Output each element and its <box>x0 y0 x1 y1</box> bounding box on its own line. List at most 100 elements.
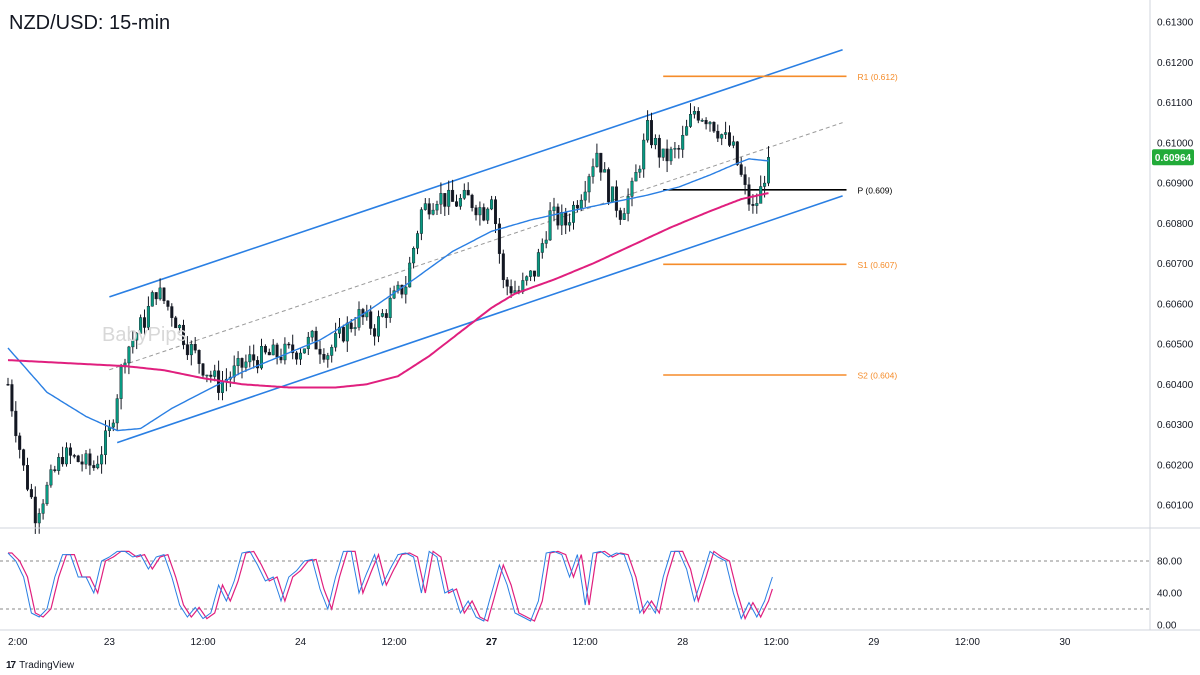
candle-body <box>466 189 470 196</box>
candle-body <box>295 352 299 360</box>
candle-body <box>53 469 57 471</box>
y-tick-label: 0.60500 <box>1157 340 1194 351</box>
pivot-label: S2 (0.604) <box>858 370 898 380</box>
chart-axes: 0.60100 0.60200 0.60300 0.60400 0.60500 0.606… <box>0 0 1200 648</box>
candle-body <box>232 365 236 378</box>
candle-body <box>669 148 673 162</box>
candle-body <box>724 132 728 135</box>
candle-body <box>353 327 357 330</box>
candle-body <box>611 186 615 202</box>
candle-body <box>470 194 474 208</box>
x-tick-label: 28 <box>677 637 689 648</box>
candle-body <box>685 126 689 136</box>
candle-body <box>767 157 771 184</box>
candle-body <box>135 333 139 341</box>
candle-body <box>618 210 622 220</box>
candle-body <box>84 453 88 465</box>
candle-body <box>529 270 533 277</box>
candle-body <box>302 348 306 354</box>
candle-body <box>607 169 611 202</box>
candle-body <box>166 300 170 307</box>
channel-upper-line <box>109 49 843 298</box>
candle-body <box>544 239 548 244</box>
candle-body <box>201 363 205 376</box>
y-tick-label: 0.60100 <box>1157 501 1194 512</box>
y-tick-label: 0.60900 <box>1157 179 1194 190</box>
candle-body <box>427 203 431 215</box>
current-price-tag <box>1152 149 1194 166</box>
candle-body <box>267 351 271 356</box>
candle-body <box>739 164 743 175</box>
candle-body <box>763 182 767 187</box>
candle-body <box>591 166 595 177</box>
candle-body <box>751 204 755 206</box>
candle-body <box>131 339 135 348</box>
candle-body <box>603 169 607 173</box>
candle-body <box>263 346 267 353</box>
candle-body <box>88 453 92 466</box>
y-tick-label: 0.60400 <box>1157 380 1194 391</box>
candle-body <box>322 354 326 360</box>
candle-body <box>10 384 14 412</box>
sma-200-line <box>7 192 769 389</box>
candle-body <box>341 326 345 342</box>
candle-body <box>525 276 529 281</box>
current-price-label: 0.60964 <box>1155 153 1192 164</box>
candle-body <box>377 316 381 337</box>
x-tick-label: 23 <box>104 637 116 648</box>
candle-body <box>497 223 501 254</box>
candle-body <box>291 344 295 354</box>
chart-title: NZD/USD: 15-min <box>9 12 171 34</box>
candle-body <box>369 311 373 329</box>
candle-body <box>197 350 201 364</box>
candle-body <box>49 469 53 486</box>
candle-body <box>423 203 427 210</box>
candle-body <box>431 209 435 215</box>
y-tick-label: 0.60700 <box>1157 259 1194 270</box>
moving-averages <box>7 158 769 432</box>
candle-body <box>560 212 564 226</box>
candle-body <box>556 206 560 226</box>
candlesticks <box>6 103 771 534</box>
candle-body <box>568 222 572 226</box>
candle-body <box>139 317 143 334</box>
candle-body <box>209 374 213 377</box>
candle-body <box>404 286 408 295</box>
candle-body <box>29 489 33 498</box>
x-tick-label: 12:00 <box>764 637 789 648</box>
pivot-levels: R2 (0.615)R1 (0.612)P (0.609)S1 (0.607)S… <box>663 72 898 380</box>
candle-body <box>540 243 544 253</box>
candle-body <box>100 454 104 465</box>
candle-body <box>68 447 72 456</box>
y-tick-label: 0.60600 <box>1157 299 1194 310</box>
y-tick-label: 0.61100 <box>1157 98 1193 109</box>
candle-body <box>248 354 252 363</box>
candle-body <box>33 496 37 524</box>
candle-body <box>388 297 392 318</box>
candle-body <box>505 279 509 287</box>
candle-body <box>755 203 759 206</box>
candle-body <box>743 174 747 185</box>
x-tick-label: 12:00 <box>190 637 215 648</box>
candle-body <box>704 120 708 125</box>
candle-body <box>626 196 630 214</box>
candle-body <box>318 348 322 355</box>
candle-body <box>661 148 665 158</box>
brand-name: TradingView <box>19 660 75 671</box>
candle-body <box>681 134 685 150</box>
candle-body <box>380 313 384 317</box>
candle-body <box>22 449 26 466</box>
candle-body <box>287 343 291 346</box>
tradingview-brand[interactable]: 17 TradingView <box>6 660 74 671</box>
candle-body <box>80 461 84 465</box>
candle-body <box>146 306 150 328</box>
candle-body <box>57 457 61 471</box>
tradingview-logo-icon: 17 <box>6 660 16 671</box>
candle-body <box>416 233 420 249</box>
candle-body <box>213 370 217 377</box>
candle-body <box>630 180 634 197</box>
candle-body <box>119 366 123 399</box>
candle-body <box>37 513 41 524</box>
candle-body <box>447 189 451 207</box>
